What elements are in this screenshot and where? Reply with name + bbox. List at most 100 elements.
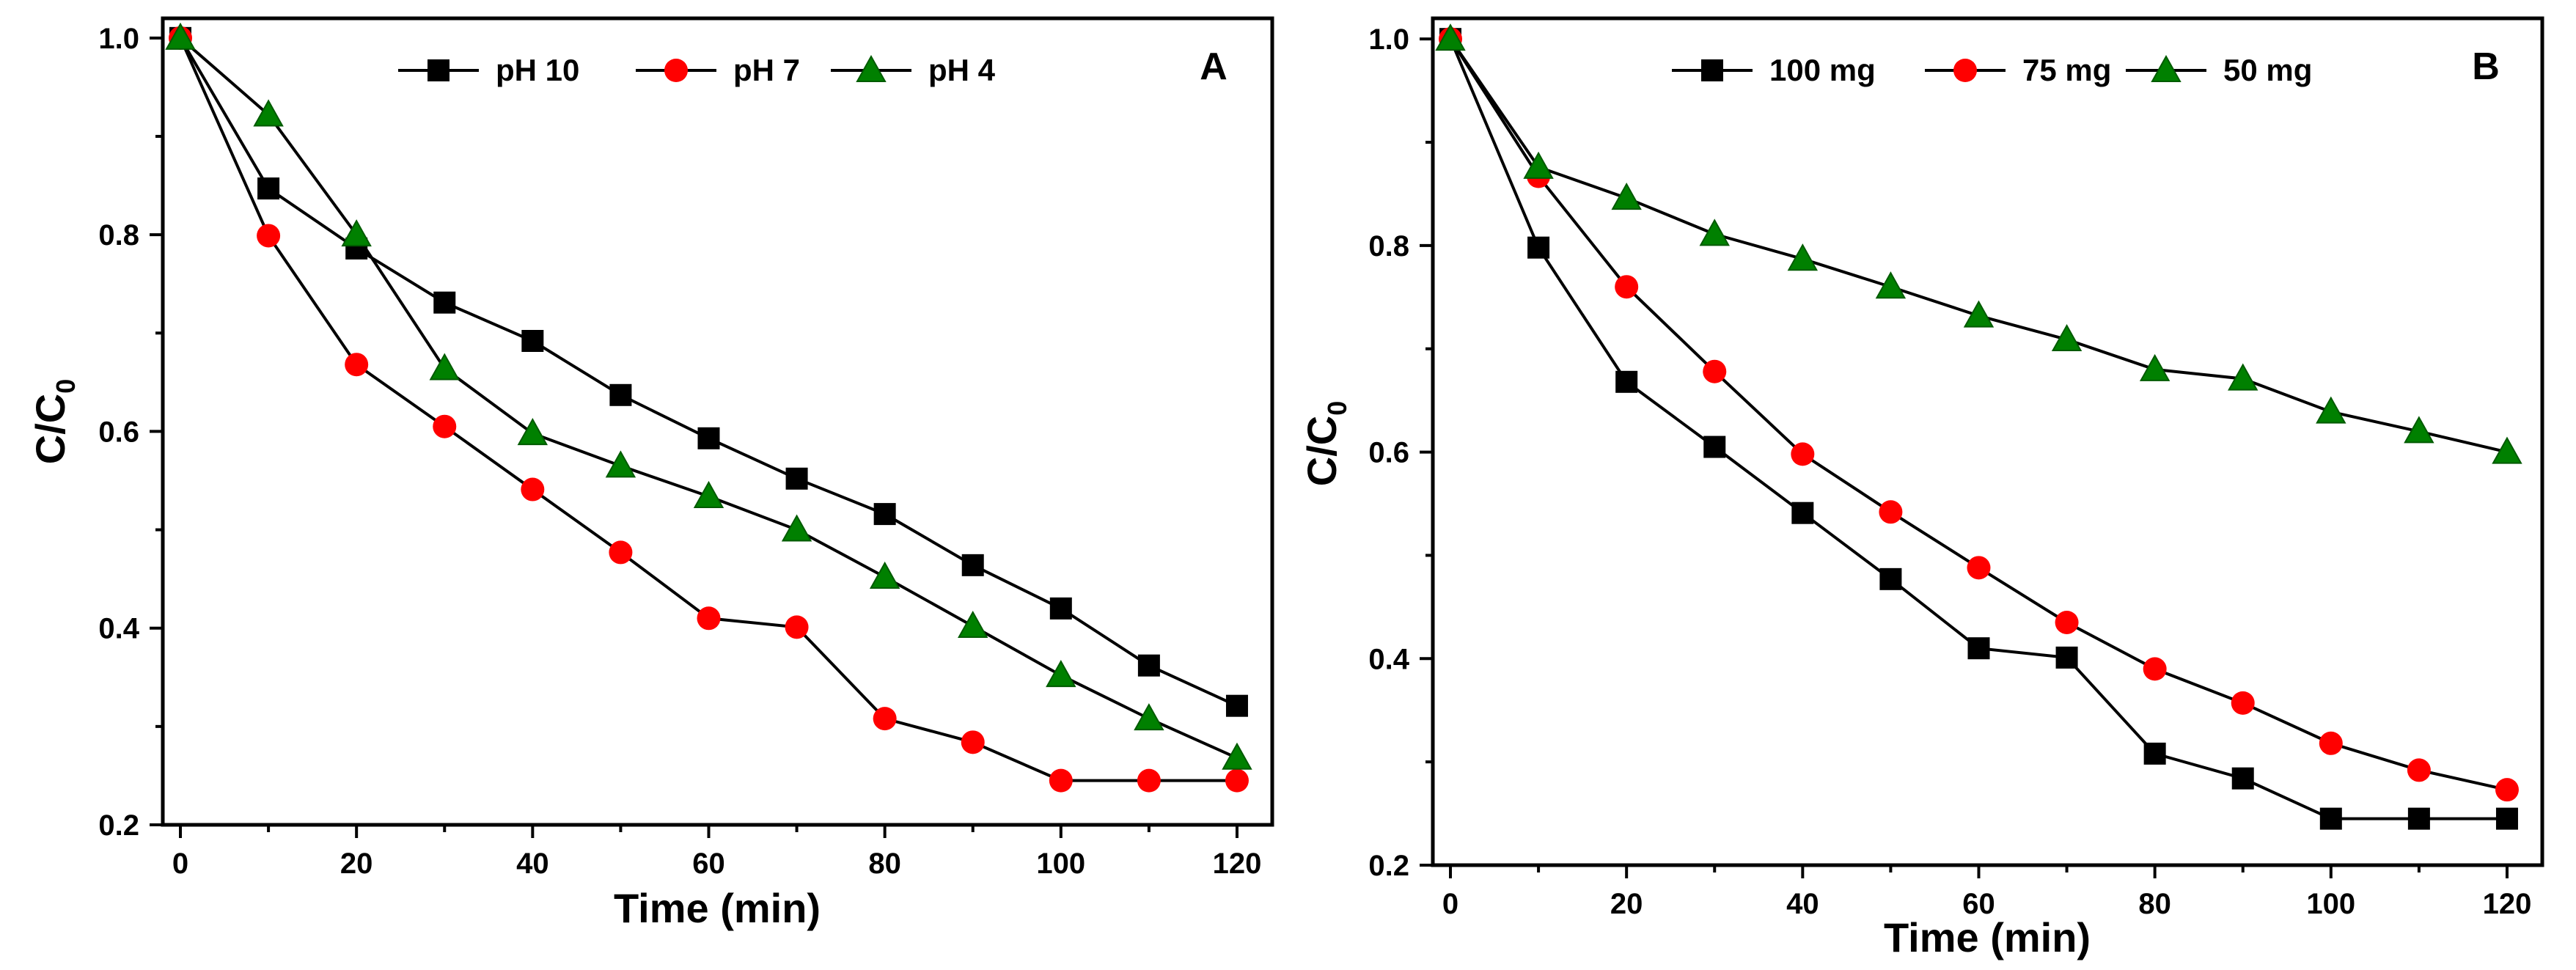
data-point: [257, 224, 281, 248]
data-point: [1787, 243, 1819, 271]
data-point: [521, 330, 544, 352]
data-point: [961, 730, 985, 754]
data-point: [429, 353, 460, 381]
data-point: [2143, 742, 2166, 765]
data-point: [1875, 271, 1907, 299]
data-point: [2055, 610, 2079, 634]
data-point: [1523, 151, 1554, 179]
panel-label: A: [1200, 45, 1228, 88]
data-point: [2051, 324, 2083, 352]
data-point: [873, 707, 897, 731]
y-tick-label: 0.2: [98, 809, 139, 842]
data-point: [517, 418, 548, 446]
x-tick-label: 20: [340, 848, 373, 880]
data-point: [1046, 660, 1076, 688]
y-axis-title-main: C/C: [27, 394, 73, 464]
x-tick-label: 80: [2138, 888, 2171, 920]
legend-item: 50 mg: [2126, 53, 2312, 87]
y-axis-title-subscript: 0: [1322, 401, 1352, 416]
x-tick-label: 100: [2306, 888, 2355, 920]
data-point: [1615, 370, 1638, 393]
legend-item: pH 10: [398, 53, 579, 87]
legend-item: pH 4: [831, 53, 996, 87]
x-tick-label: 40: [516, 848, 549, 880]
data-point: [1137, 654, 1160, 677]
y-axis-title: C/C0: [1299, 401, 1352, 486]
data-point: [433, 291, 456, 314]
data-point: [1879, 500, 1903, 524]
series-line: [1449, 38, 2507, 820]
data-point: [1611, 183, 1642, 210]
data-point: [1703, 436, 1726, 458]
data-point: [2143, 657, 2167, 681]
plot-frame: [1431, 16, 2544, 867]
legend-item: 75 mg: [1925, 53, 2111, 87]
data-point: [785, 467, 808, 490]
data-point: [1963, 300, 1995, 328]
x-axis-title: Time (min): [614, 885, 821, 931]
data-point: [2319, 807, 2342, 830]
series-line: [179, 37, 1238, 708]
data-point: [1879, 567, 1902, 590]
data-point: [1049, 768, 1073, 793]
data-point: [2407, 758, 2431, 782]
legend-marker: [664, 59, 688, 82]
data-point: [873, 503, 896, 526]
x-tick-label: 60: [692, 848, 725, 880]
data-point: [1967, 637, 1990, 660]
x-tick-label: 0: [172, 848, 188, 880]
x-tick-label: 120: [1213, 848, 1262, 880]
x-tick-label: 60: [1962, 888, 1995, 920]
y-tick-label: 0.8: [98, 219, 139, 251]
data-point: [693, 480, 724, 508]
series-ph-4: [165, 22, 1252, 770]
data-point: [2495, 778, 2519, 802]
legend-label: pH 7: [733, 53, 800, 87]
data-point: [1435, 23, 1466, 51]
data-point: [345, 353, 369, 377]
data-point: [1134, 703, 1164, 731]
y-axis-title: C/C0: [27, 379, 81, 464]
data-point: [2495, 807, 2518, 830]
x-tick-label: 20: [1610, 888, 1643, 920]
series-ph-7: [169, 26, 1249, 793]
data-point: [1703, 359, 1727, 383]
data-point: [1791, 442, 1815, 466]
data-point: [1049, 597, 1072, 620]
y-tick-label: 0.2: [1368, 850, 1409, 882]
y-tick-label: 0.4: [1368, 643, 1409, 675]
data-point: [1967, 556, 1991, 580]
data-point: [697, 606, 721, 631]
chart-panel-a: 0 20 40 60 80 100 120 0.2 0.4 0.6 0.8 1.0 Time (min)…: [27, 16, 1274, 931]
data-point: [1699, 218, 1730, 246]
data-point: [1137, 768, 1161, 793]
data-point: [961, 554, 984, 576]
legend-item: 100 mg: [1672, 53, 1876, 87]
data-point: [165, 22, 196, 50]
data-point: [2228, 363, 2258, 391]
legend-marker: [2151, 54, 2181, 82]
data-point: [785, 615, 809, 639]
data-point: [1225, 768, 1249, 793]
legend-label: 75 mg: [2022, 53, 2111, 87]
legend-marker: [1953, 59, 1977, 82]
legend-label: 100 mg: [1769, 53, 1876, 87]
data-point: [2319, 731, 2343, 755]
legend-label: pH 4: [928, 53, 996, 87]
y-tick-label: 0.6: [1368, 437, 1409, 469]
y-tick-label: 1.0: [98, 23, 139, 55]
data-point: [2231, 767, 2254, 790]
data-point: [2404, 416, 2434, 444]
data-point: [609, 540, 633, 565]
data-point: [697, 427, 720, 449]
x-axis-title: Time (min): [1884, 914, 2091, 960]
series-75-mg: [1439, 27, 2519, 802]
y-tick-label: 0.4: [98, 613, 139, 645]
x-tick-label: 100: [1036, 848, 1085, 880]
series-line: [179, 37, 1238, 760]
chart-panel-b: 0 20 40 60 80 100 120 0.2 0.4 0.6 0.8 1.0 Time (min)…: [1299, 16, 2544, 960]
x-tick-label: 80: [868, 848, 901, 880]
series-100-mg: [1439, 28, 2518, 830]
legend-marker: [856, 54, 887, 82]
